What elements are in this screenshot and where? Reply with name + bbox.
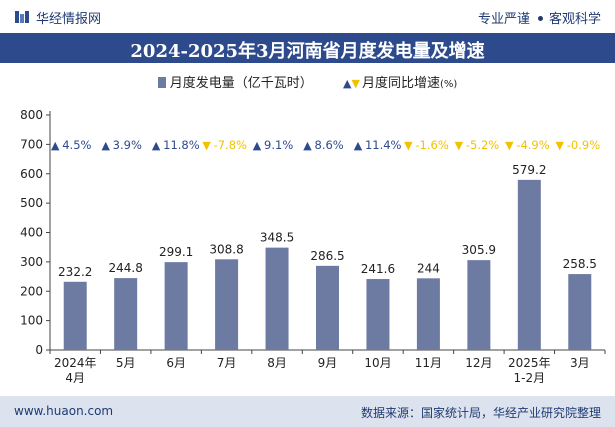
growth-value-label: -4.9% <box>516 138 549 152</box>
huajing-logo-icon <box>15 11 29 23</box>
y-tick-label: 300 <box>20 255 43 269</box>
separator-dot-icon <box>537 16 543 21</box>
bar-value-label: 232.2 <box>58 265 92 279</box>
y-tick-label: 200 <box>20 284 43 298</box>
bar <box>416 278 440 350</box>
bar-value-label: 305.9 <box>462 243 496 257</box>
growth-value-label: -5.2% <box>466 138 499 152</box>
bar <box>164 262 188 350</box>
bar <box>467 260 491 350</box>
y-tick-label: 700 <box>20 137 43 151</box>
x-tick-label: 10月 <box>364 356 391 370</box>
bar <box>517 179 541 350</box>
y-tick-label: 100 <box>20 314 43 328</box>
growth-value-label: -0.9% <box>567 138 600 152</box>
chart-title: 2024-2025年3月河南省月度发电量及增速 <box>130 41 485 62</box>
bar <box>63 281 87 350</box>
title-bar: 2024-2025年3月河南省月度发电量及增速 <box>0 33 615 63</box>
x-tick-label: 6月 <box>166 356 186 370</box>
bar <box>114 278 138 350</box>
y-tick-label: 800 <box>20 108 43 122</box>
bar-value-label: 299.1 <box>159 245 193 259</box>
growth-value-label: 11.8% <box>163 138 200 152</box>
brand-name: 华经情报网 <box>36 12 102 27</box>
line-legend-label: 月度同比增速 <box>361 76 440 91</box>
x-tick-label: 5月 <box>116 356 136 370</box>
bar <box>568 274 592 350</box>
up-triangle-icon: ▲ <box>343 77 352 90</box>
growth-down-marker: ▼ <box>505 139 514 152</box>
y-tick-label: 400 <box>20 226 43 240</box>
bar <box>366 279 390 350</box>
growth-up-marker: ▲ <box>253 139 262 152</box>
x-tick-label: 2024年 4月 <box>54 356 97 385</box>
bar-value-label: 348.5 <box>260 231 294 245</box>
growth-down-marker: ▼ <box>455 139 464 152</box>
growth-value-label: 3.9% <box>113 138 142 152</box>
growth-down-marker: ▼ <box>202 139 211 152</box>
growth-up-marker: ▲ <box>303 139 312 152</box>
bar-value-label: 579.2 <box>512 163 546 177</box>
bar-value-label: 308.8 <box>209 242 243 256</box>
line-legend-unit: (%) <box>439 79 458 90</box>
x-tick-label: 9月 <box>318 356 338 370</box>
y-tick-label: 0 <box>35 343 43 357</box>
growth-value-label: 4.5% <box>62 138 91 152</box>
down-triangle-icon: ▼ <box>351 77 360 90</box>
y-tick-label: 600 <box>20 167 43 181</box>
tag-professional: 专业严谨 <box>477 12 530 27</box>
growth-down-marker: ▼ <box>556 139 565 152</box>
data-source: 数据来源：国家统计局，华经产业研究院整理 <box>360 406 601 420</box>
growth-value-label: 11.4% <box>365 138 402 152</box>
growth-value-label: -7.8% <box>214 138 247 152</box>
bar-legend-swatch <box>157 77 166 88</box>
growth-down-marker: ▼ <box>404 139 413 152</box>
footer-bar: www.huaon.com 数据来源：国家统计局，华经产业研究院整理 <box>0 396 615 427</box>
bar-value-label: 286.5 <box>310 249 344 263</box>
bar <box>316 265 339 350</box>
x-tick-label: 11月 <box>415 356 442 370</box>
website-url: www.huaon.com <box>14 404 114 418</box>
bar-value-label: 241.6 <box>361 262 395 276</box>
growth-up-marker: ▲ <box>101 139 110 152</box>
tag-objective: 客观科学 <box>548 12 601 27</box>
bar <box>215 259 239 350</box>
growth-value-label: 8.6% <box>315 138 344 152</box>
bar-value-label: 258.5 <box>563 257 597 271</box>
x-tick-label: 8月 <box>267 356 287 370</box>
growth-value-label: 9.1% <box>264 138 293 152</box>
growth-up-marker: ▲ <box>354 139 363 152</box>
top-bar: 华经情报网 专业严谨 客观科学 <box>0 0 615 33</box>
bar-legend-label: 月度发电量（亿千瓦时） <box>169 76 313 91</box>
y-tick-label: 500 <box>20 196 43 210</box>
growth-up-marker: ▲ <box>152 139 161 152</box>
brand-tags: 专业严谨 客观科学 <box>478 8 601 27</box>
growth-up-marker: ▲ <box>51 139 60 152</box>
x-tick-label: 12月 <box>465 356 492 370</box>
growth-value-label: -1.6% <box>415 138 448 152</box>
bar-value-label: 244 <box>417 261 440 275</box>
x-tick-label: 2025年 1-2月 <box>508 356 551 385</box>
bar-value-label: 244.8 <box>109 261 143 275</box>
chart-legend: 月度发电量（亿千瓦时） ▲▼ 月度同比增速(%) <box>0 72 615 91</box>
bar <box>265 247 289 350</box>
x-tick-label: 7月 <box>217 356 237 370</box>
x-tick-label: 3月 <box>570 356 590 370</box>
